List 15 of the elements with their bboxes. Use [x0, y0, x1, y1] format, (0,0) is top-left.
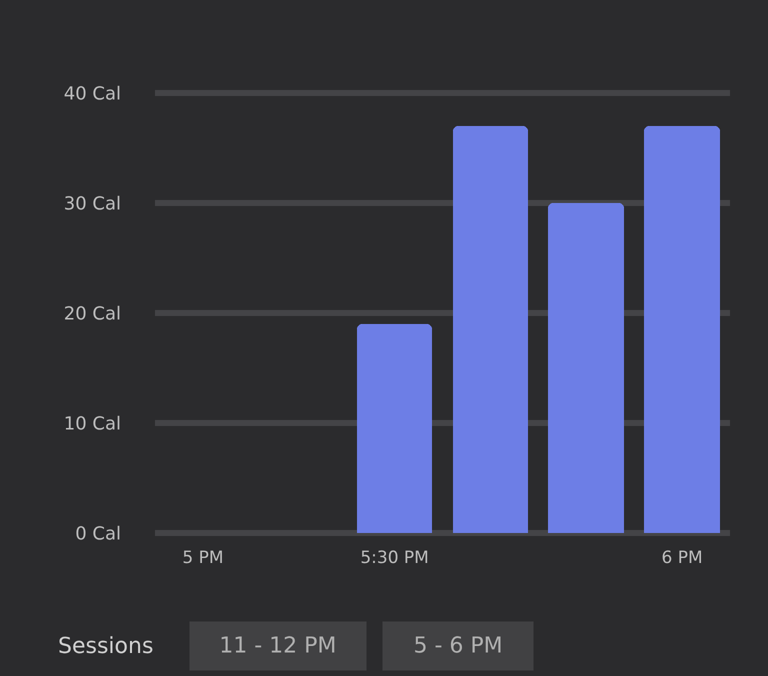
y-tick-label: 40 Cal [64, 83, 121, 104]
text: 11 - 12 PM [219, 634, 336, 658]
x-tick-label: 5:30 PM [360, 548, 429, 568]
text: 5 - 6 PM [413, 634, 503, 658]
y-tick-label: 10 Cal [64, 413, 121, 434]
y-tick-label: 0 Cal [75, 523, 121, 544]
text: Sessions [58, 634, 154, 659]
bar [548, 203, 624, 533]
y-tick-label: 30 Cal [64, 193, 121, 214]
x-tick-label: 5 PM [182, 548, 224, 568]
x-tick-label: 6 PM [662, 548, 703, 568]
y-tick-label: 20 Cal [64, 303, 121, 324]
bar [357, 324, 432, 533]
bar [644, 126, 720, 533]
bar [453, 126, 528, 533]
